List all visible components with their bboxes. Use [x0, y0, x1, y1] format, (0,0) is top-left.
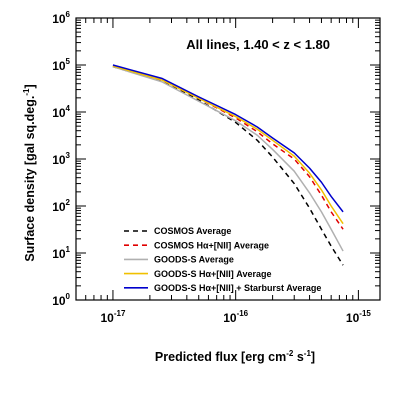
y-axis-label: Surface density [gal sq.deg.-1]: [22, 84, 37, 261]
x-axis-label-main: Predicted flux [erg cm: [155, 350, 286, 364]
x-tick-label: 10-17: [100, 309, 125, 325]
y-tick-label: 106: [52, 10, 70, 26]
x-axis-label-mid: s: [293, 350, 303, 364]
y-axis-label-end: ]: [23, 84, 37, 88]
series-line-5: [112, 64, 344, 213]
legend: COSMOS Average COSMOS Hα+[NII] Average GOO…: [124, 226, 321, 293]
y-axis-label-sup: -1: [22, 88, 31, 96]
x-axis-label: Predicted flux [erg cm-2 s-1]: [155, 349, 315, 364]
y-tick-label: 103: [52, 151, 70, 167]
x-axis-label-end: ]: [311, 350, 315, 364]
legend-label-3: GOODS-S Average: [154, 255, 234, 265]
legend-label-1: COSMOS Average: [154, 226, 231, 236]
series-line-4: [112, 65, 344, 225]
axis-ticks: [75, 17, 380, 301]
y-tick-label: 105: [52, 57, 70, 73]
y-axis-label-main: Surface density [gal sq.deg.: [23, 96, 37, 262]
chart-annotation: All lines, 1.40 < z < 1.80: [186, 37, 330, 52]
y-tick-label: 100: [52, 292, 70, 308]
x-axis-label-sup2: -1: [304, 349, 312, 358]
x-tick-label: 10-16: [223, 309, 248, 325]
series-line-1: [112, 65, 344, 266]
series-lines: [112, 64, 344, 266]
tick-labels: 10-17 10-16 10-15 100 101 102 103 104 105 106: [52, 10, 371, 325]
x-axis-label-sup1: -2: [286, 349, 294, 358]
x-tick-label: 10-15: [346, 309, 371, 325]
legend-label-5: GOODS-S Hα+[NII] + Starburst Average: [154, 283, 321, 293]
legend-label-4: GOODS-S Hα+[NII] Average: [154, 269, 271, 279]
y-tick-label: 104: [52, 104, 70, 120]
y-tick-label: 102: [52, 198, 70, 214]
y-tick-label: 101: [52, 245, 70, 261]
legend-label-2: COSMOS Hα+[NII] Average: [154, 240, 269, 250]
series-line-3: [112, 65, 344, 252]
